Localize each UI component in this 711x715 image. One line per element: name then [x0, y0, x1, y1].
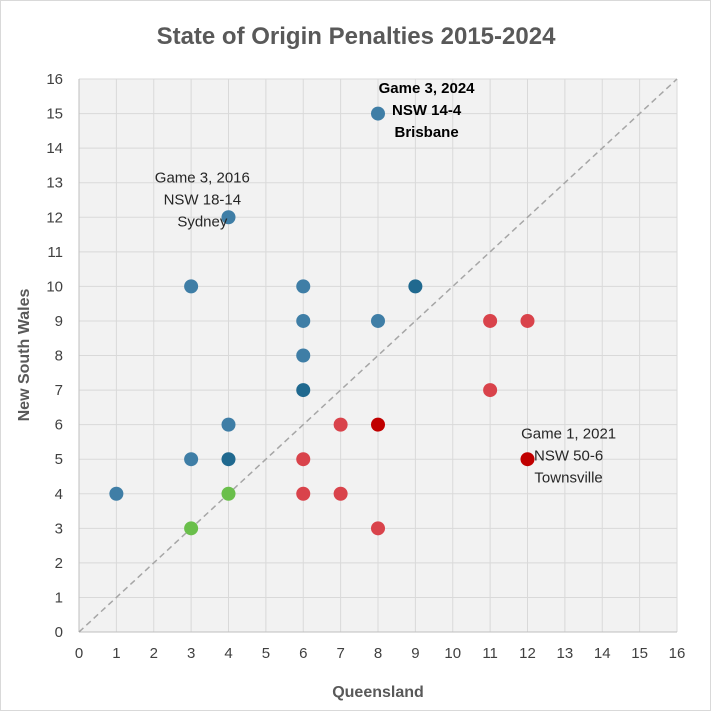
y-tick-label-6: 6	[55, 417, 63, 434]
data-point-3	[221, 452, 236, 467]
annotation-2-line-0: Game 1, 2021	[521, 425, 616, 442]
data-point-11	[371, 106, 385, 121]
data-points	[109, 106, 535, 536]
annotation-0-line-2: Sydney	[177, 214, 228, 231]
x-tick-label-6: 6	[299, 645, 307, 662]
y-tick-label-14: 14	[46, 140, 63, 157]
diagonal-reference-line	[78, 78, 678, 633]
data-point-2	[184, 279, 199, 294]
data-point-17	[333, 486, 348, 501]
x-tick-label-11: 11	[482, 645, 498, 662]
data-point-4	[221, 417, 236, 432]
data-point-5	[221, 210, 236, 225]
x-tick-label-2: 2	[150, 645, 158, 662]
data-point-16	[296, 452, 311, 467]
x-tick-label-9: 9	[411, 645, 419, 662]
data-point-12	[408, 279, 423, 294]
y-tick-label-5: 5	[55, 451, 63, 468]
data-point-15	[296, 486, 311, 501]
x-tick-label-1: 1	[112, 645, 120, 662]
y-tick-label-0: 0	[55, 624, 63, 641]
annotation-0-line-1: NSW 18-14	[164, 192, 242, 209]
gridlines	[78, 78, 678, 633]
y-tick-label-13: 13	[46, 175, 63, 192]
x-tick-label-3: 3	[187, 645, 195, 662]
data-point-1	[184, 452, 199, 467]
data-point-22	[483, 313, 498, 328]
y-tick-label-3: 3	[55, 520, 63, 537]
x-axis-ticks: 0 1 2 3 4 5 6 7 8 9 10 11 12 13 14 15 16	[75, 645, 686, 662]
data-point-9	[296, 279, 311, 294]
x-tick-label-7: 7	[336, 645, 344, 662]
x-tick-label-5: 5	[262, 645, 270, 662]
data-point-24	[520, 452, 535, 467]
annotation-2-line-1: NSW 50-6	[534, 447, 603, 464]
x-tick-label-14: 14	[594, 645, 611, 662]
x-tick-label-13: 13	[557, 645, 574, 662]
chart-title: State of Origin Penalties 2015-2024	[157, 23, 556, 50]
annotation-1-line-2: Brisbane	[394, 124, 458, 141]
y-tick-label-15: 15	[46, 106, 63, 123]
data-point-21	[483, 383, 498, 398]
annotation-2-line-2: Townsville	[534, 469, 602, 486]
y-tick-label-7: 7	[55, 382, 63, 399]
y-tick-label-16: 16	[46, 71, 63, 88]
x-tick-label-16: 16	[669, 645, 686, 662]
annotation-1-line-1: NSW 14-4	[392, 102, 462, 119]
y-tick-label-2: 2	[55, 555, 63, 572]
y-tick-label-9: 9	[55, 313, 63, 330]
y-tick-label-4: 4	[55, 486, 63, 503]
annotations: Game 3, 2016 NSW 18-14 Sydney Game 3, 2024 N…	[155, 80, 616, 487]
x-tick-label-15: 15	[631, 645, 648, 662]
data-point-13	[184, 521, 199, 536]
y-tick-label-11: 11	[47, 244, 63, 261]
x-tick-label-8: 8	[374, 645, 382, 662]
data-point-8	[296, 313, 311, 328]
annotation-0-line-0: Game 3, 2016	[155, 170, 250, 187]
x-tick-label-0: 0	[75, 645, 83, 662]
data-point-6	[296, 383, 311, 398]
data-point-19	[371, 521, 385, 536]
y-axis-label: New South Wales	[16, 289, 33, 422]
data-point-7	[296, 348, 311, 363]
data-point-18	[333, 417, 348, 432]
x-tick-label-10: 10	[444, 645, 461, 662]
y-tick-label-12: 12	[46, 209, 63, 226]
annotation-1-line-0: Game 3, 2024	[379, 80, 476, 97]
data-point-0	[109, 486, 124, 501]
x-tick-label-12: 12	[519, 645, 536, 662]
data-point-23	[520, 313, 535, 328]
data-point-14	[221, 486, 236, 501]
data-point-10	[371, 313, 385, 328]
x-tick-label-4: 4	[224, 645, 232, 662]
y-tick-label-8: 8	[55, 348, 63, 365]
data-point-20	[371, 417, 385, 432]
x-axis-label: Queensland	[332, 684, 424, 701]
y-tick-label-10: 10	[46, 278, 63, 295]
y-tick-label-1: 1	[55, 589, 63, 606]
